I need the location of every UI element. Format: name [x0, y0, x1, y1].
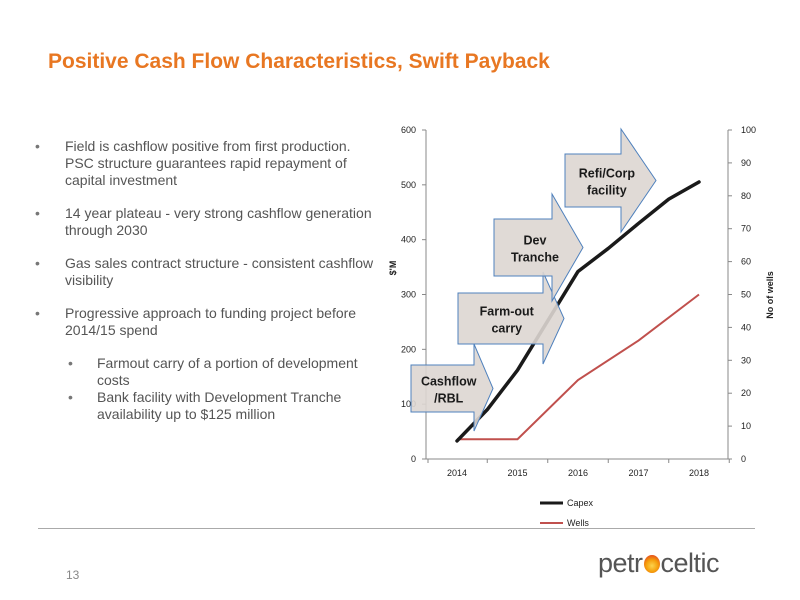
y-tick-label: 0	[411, 454, 416, 464]
logo-text-left: petr	[598, 548, 643, 578]
y-tick-label: 200	[401, 344, 416, 354]
y-tick-label: 500	[401, 180, 416, 190]
funding-arrow-shape	[410, 343, 494, 432]
bullet-item: Progressive approach to funding project …	[35, 305, 380, 423]
bullet-item: Field is cashflow positive from first pr…	[35, 138, 380, 189]
funding-arrow-shape	[493, 192, 584, 303]
bullet-list: Field is cashflow positive from first pr…	[35, 138, 380, 439]
y2-tick-label: 70	[741, 224, 751, 234]
y-tick-label: 400	[401, 235, 416, 245]
logo-text-right: celtic	[660, 548, 720, 578]
funding-arrow-label: carry	[491, 322, 522, 336]
petroceltic-logo: petr celtic	[598, 548, 720, 579]
funding-arrow-label: Refi/Corp	[579, 167, 636, 181]
bullet-text: Progressive approach to funding project …	[65, 305, 357, 338]
page-number: 13	[66, 568, 80, 582]
funding-arrow-label: facility	[587, 184, 627, 198]
bullet-item: Gas sales contract structure - consisten…	[35, 255, 380, 289]
legend-wells-label: Wells	[567, 518, 589, 528]
y-axis-title: $'M	[388, 261, 398, 276]
bullet-item: 14 year plateau - very strong cashflow g…	[35, 205, 380, 239]
y2-axis-title: No of wells	[765, 271, 775, 319]
sub-bullet-item: Farmout carry of a portion of developmen…	[65, 355, 380, 389]
x-tick-label: 2014	[447, 468, 467, 478]
y2-tick-label: 80	[741, 191, 751, 201]
funding-arrow-label: /RBL	[434, 392, 464, 406]
y2-tick-label: 0	[741, 454, 746, 464]
y2-tick-label: 100	[741, 125, 756, 135]
funding-arrow-label: Farm-out	[480, 305, 535, 319]
footer-divider	[38, 528, 755, 529]
y-tick-label: 100	[401, 399, 416, 409]
y2-tick-label: 30	[741, 355, 751, 365]
x-tick-label: 2017	[628, 468, 648, 478]
y-tick-label: 600	[401, 125, 416, 135]
sub-bullet-list: Farmout carry of a portion of developmen…	[65, 355, 380, 423]
funding-arrow-shape	[457, 271, 565, 365]
sub-bullet-item: Bank facility with Development Tranche a…	[65, 389, 380, 423]
funding-arrow-label: Dev	[523, 234, 546, 248]
x-tick-label: 2018	[689, 468, 709, 478]
y2-tick-label: 40	[741, 322, 751, 332]
y-tick-label: 300	[401, 290, 416, 300]
funding-arrow-shape	[564, 127, 657, 234]
x-tick-label: 2016	[568, 468, 588, 478]
wells-series-line	[457, 293, 700, 441]
funding-arrow-label: Tranche	[511, 251, 559, 265]
y2-tick-label: 60	[741, 257, 751, 267]
flame-icon	[643, 555, 660, 573]
y2-tick-label: 90	[741, 158, 751, 168]
x-tick-label: 2015	[507, 468, 527, 478]
slide-title: Positive Cash Flow Characteristics, Swif…	[48, 50, 550, 73]
y2-tick-label: 20	[741, 388, 751, 398]
capex-series-line	[455, 180, 701, 443]
legend-capex-label: Capex	[567, 498, 594, 508]
y2-tick-label: 50	[741, 290, 751, 300]
y2-tick-label: 10	[741, 421, 751, 431]
funding-arrow-label: Cashflow	[421, 375, 477, 389]
